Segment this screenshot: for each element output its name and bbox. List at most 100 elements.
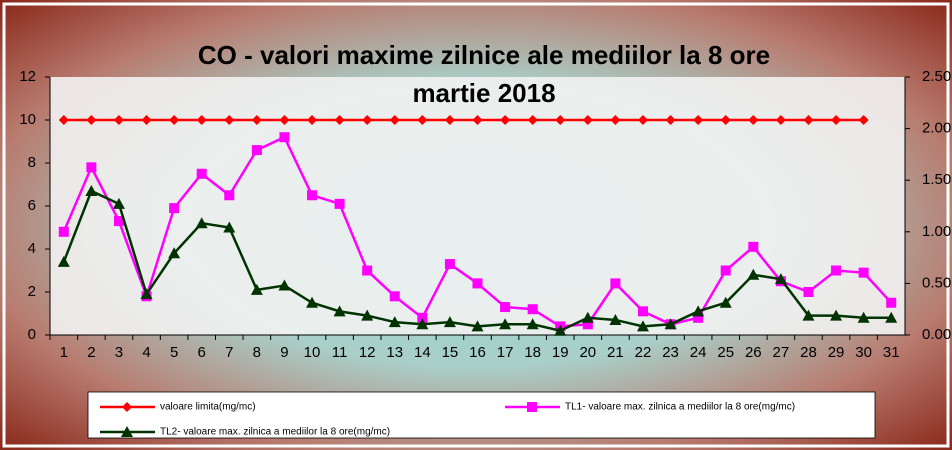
x-tick-label: 29 (828, 344, 845, 361)
y2-tick-label: 0.50 (922, 274, 951, 291)
x-tick-label: 24 (690, 344, 707, 361)
point (195, 217, 208, 229)
point (858, 115, 869, 125)
point (389, 291, 400, 302)
point (775, 115, 786, 125)
point (361, 309, 374, 321)
legend-label: TL2- valoare max. zilnica a mediilor la … (160, 427, 390, 438)
y-tick-label: 10 (19, 111, 36, 128)
point (58, 115, 69, 125)
x-tick-label: 20 (579, 344, 596, 361)
point (527, 115, 538, 125)
y-tick-label: 6 (28, 197, 36, 214)
point (857, 311, 870, 323)
point (169, 115, 180, 125)
y-tick-label: 0 (28, 326, 36, 343)
legend-marker (121, 426, 133, 437)
legend-marker (122, 402, 132, 412)
point (444, 259, 455, 270)
y2-tick-label: 0.00 (922, 326, 951, 343)
point (471, 320, 484, 332)
y2-tick-label: 1.50 (922, 171, 951, 188)
x-tick-label: 30 (855, 344, 872, 361)
x-tick-label: 18 (524, 344, 541, 361)
point (774, 273, 787, 285)
point (307, 115, 318, 125)
point (251, 145, 262, 156)
point (610, 115, 621, 125)
point (664, 318, 677, 330)
point (306, 296, 319, 308)
point (362, 265, 373, 276)
x-tick-label: 6 (198, 344, 206, 361)
x-tick-label: 13 (386, 344, 403, 361)
point (196, 168, 207, 179)
point (57, 255, 70, 267)
point (527, 304, 538, 315)
x-tick-label: 1 (60, 344, 68, 361)
point (141, 115, 152, 125)
x-tick-label: 10 (304, 344, 321, 361)
x-tick-label: 27 (773, 344, 790, 361)
point (444, 115, 455, 125)
legend-label: valoare limita(mg/mc) (160, 402, 256, 413)
x-tick-label: 21 (607, 344, 624, 361)
point (637, 115, 648, 125)
point (693, 115, 704, 125)
point (86, 115, 97, 125)
point (224, 115, 235, 125)
point (554, 324, 567, 336)
x-tick-label: 19 (552, 344, 569, 361)
y-tick-label: 12 (19, 68, 36, 85)
point (609, 313, 622, 325)
point (334, 115, 345, 125)
point (885, 311, 898, 323)
point (830, 309, 843, 321)
point (279, 132, 290, 143)
x-tick-label: 4 (142, 344, 150, 361)
x-tick-label: 2 (87, 344, 95, 361)
point (168, 247, 181, 259)
y2-tick-label: 2.00 (922, 120, 951, 137)
point (417, 312, 428, 323)
point (692, 305, 705, 317)
x-tick-label: 11 (332, 344, 348, 361)
point (86, 162, 97, 173)
point (693, 312, 704, 323)
point (636, 320, 649, 332)
point (140, 288, 153, 300)
point (278, 279, 291, 291)
point (637, 306, 648, 317)
x-tick-label: 28 (800, 344, 817, 361)
x-tick-label: 14 (414, 344, 431, 361)
x-tick-label: 5 (170, 344, 178, 361)
x-tick-label: 23 (662, 344, 679, 361)
point (858, 267, 869, 278)
point (720, 265, 731, 276)
y2-tick-label: 2.50 (922, 68, 951, 85)
point (472, 115, 483, 125)
point (85, 184, 98, 196)
point (169, 203, 180, 214)
chart-subtitle: martie 2018 (412, 78, 555, 108)
point (719, 296, 732, 308)
x-tick-label: 26 (745, 344, 762, 361)
legend-label: TL1- valoare max. zilnica a mediilor la … (565, 402, 795, 413)
point (665, 115, 676, 125)
x-tick-label: 17 (497, 344, 514, 361)
point (720, 115, 731, 125)
point (610, 278, 621, 289)
x-tick-label: 7 (225, 344, 233, 361)
point (279, 115, 290, 125)
point (416, 318, 429, 330)
point (581, 311, 594, 323)
x-tick-label: 25 (717, 344, 734, 361)
x-tick-label: 8 (253, 344, 261, 361)
x-tick-label: 31 (883, 344, 900, 361)
point (500, 302, 511, 313)
x-tick-label: 9 (280, 344, 288, 361)
point (582, 319, 593, 330)
point (748, 115, 759, 125)
point (388, 316, 401, 328)
